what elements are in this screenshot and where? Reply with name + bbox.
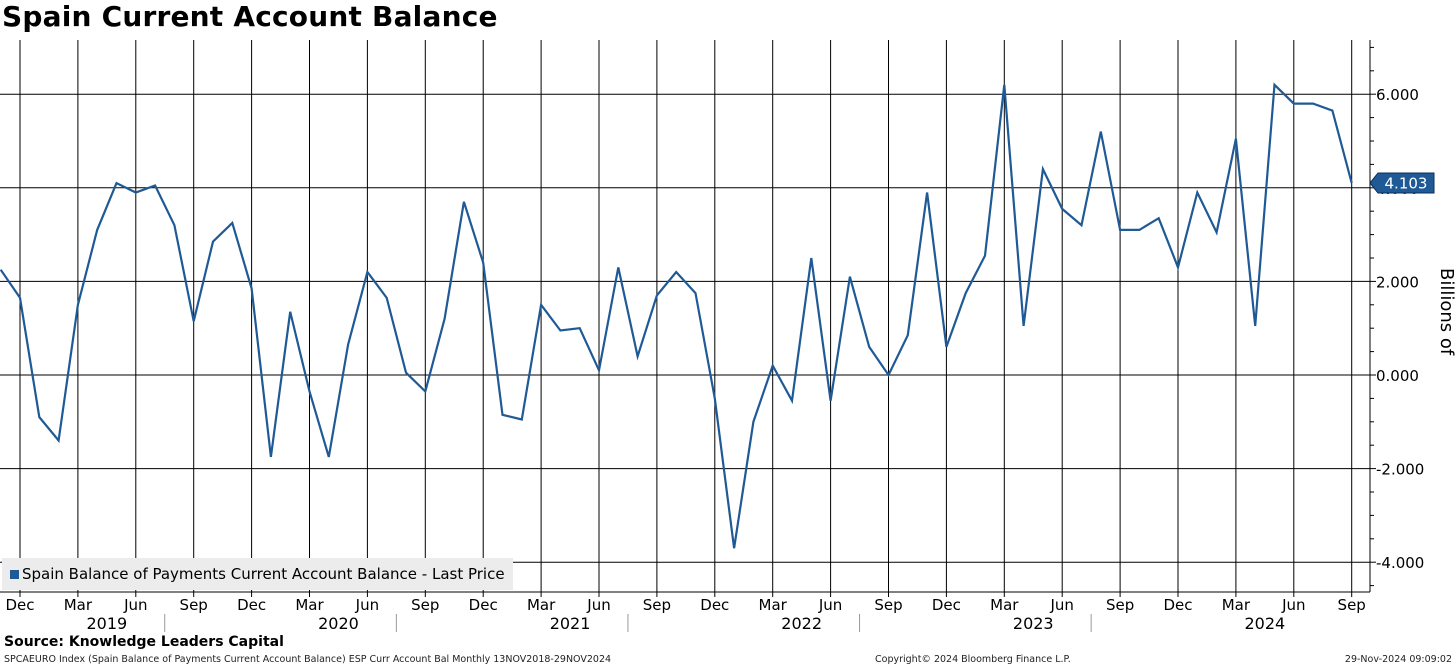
x-year-label: 2022 bbox=[781, 614, 822, 633]
x-month-label: Dec bbox=[469, 596, 498, 614]
x-month-label: Sep bbox=[874, 596, 902, 614]
x-month-label: Dec bbox=[932, 596, 961, 614]
x-month-label: Sep bbox=[1106, 596, 1134, 614]
x-month-label: Sep bbox=[180, 596, 208, 614]
x-month-label: Sep bbox=[643, 596, 671, 614]
x-month-label: Sep bbox=[1338, 596, 1366, 614]
legend-label: Spain Balance of Payments Current Accoun… bbox=[22, 565, 505, 583]
x-month-label: Dec bbox=[5, 596, 34, 614]
x-month-label: Sep bbox=[411, 596, 439, 614]
x-month-label: Dec bbox=[237, 596, 266, 614]
x-year-label: 2020 bbox=[318, 614, 359, 633]
x-year-label: 2024 bbox=[1244, 614, 1285, 633]
x-month-label: Mar bbox=[64, 596, 93, 614]
last-value-marker bbox=[1369, 172, 1435, 194]
legend-swatch bbox=[10, 569, 19, 579]
y-axis-label: Billions of bbox=[1436, 268, 1456, 356]
x-month-label: Dec bbox=[1163, 596, 1192, 614]
y-tick-label: 2.000 bbox=[1376, 273, 1419, 291]
x-month-label: Jun bbox=[586, 596, 610, 614]
y-tick-label: -2.000 bbox=[1376, 461, 1424, 479]
x-year-label: 2019 bbox=[86, 614, 127, 633]
x-month-label: Mar bbox=[295, 596, 324, 614]
last-value-label: 4.103 bbox=[1385, 174, 1428, 192]
y-tick-label: 0.000 bbox=[1376, 367, 1419, 385]
series-line bbox=[0, 82, 1353, 549]
legend: Spain Balance of Payments Current Accoun… bbox=[2, 558, 513, 590]
x-month-label: Jun bbox=[123, 596, 147, 614]
x-month-label: Mar bbox=[1222, 596, 1251, 614]
x-month-label: Jun bbox=[1049, 596, 1073, 614]
x-month-label: Jun bbox=[355, 596, 379, 614]
footer-timestamp: 29-Nov-2024 09:09:02 bbox=[1344, 654, 1452, 665]
x-month-label: Mar bbox=[759, 596, 788, 614]
y-tick-label: 6.000 bbox=[1376, 86, 1419, 104]
y-tick-label: -4.000 bbox=[1376, 554, 1424, 572]
x-month-label: Mar bbox=[527, 596, 556, 614]
footer-copyright: Copyright© 2024 Bloomberg Finance L.P. bbox=[875, 654, 1071, 665]
source-note: Source: Knowledge Leaders Capital bbox=[4, 634, 284, 650]
footer-index-info: SPCAEURO Index (Spain Balance of Payment… bbox=[4, 654, 612, 665]
x-month-label: Dec bbox=[700, 596, 729, 614]
x-year-label: 2023 bbox=[1013, 614, 1054, 633]
x-month-label: Jun bbox=[818, 596, 842, 614]
x-month-label: Mar bbox=[990, 596, 1019, 614]
x-year-label: 2021 bbox=[550, 614, 591, 633]
x-month-label: Jun bbox=[1281, 596, 1305, 614]
chart-title: Spain Current Account Balance bbox=[2, 0, 498, 33]
